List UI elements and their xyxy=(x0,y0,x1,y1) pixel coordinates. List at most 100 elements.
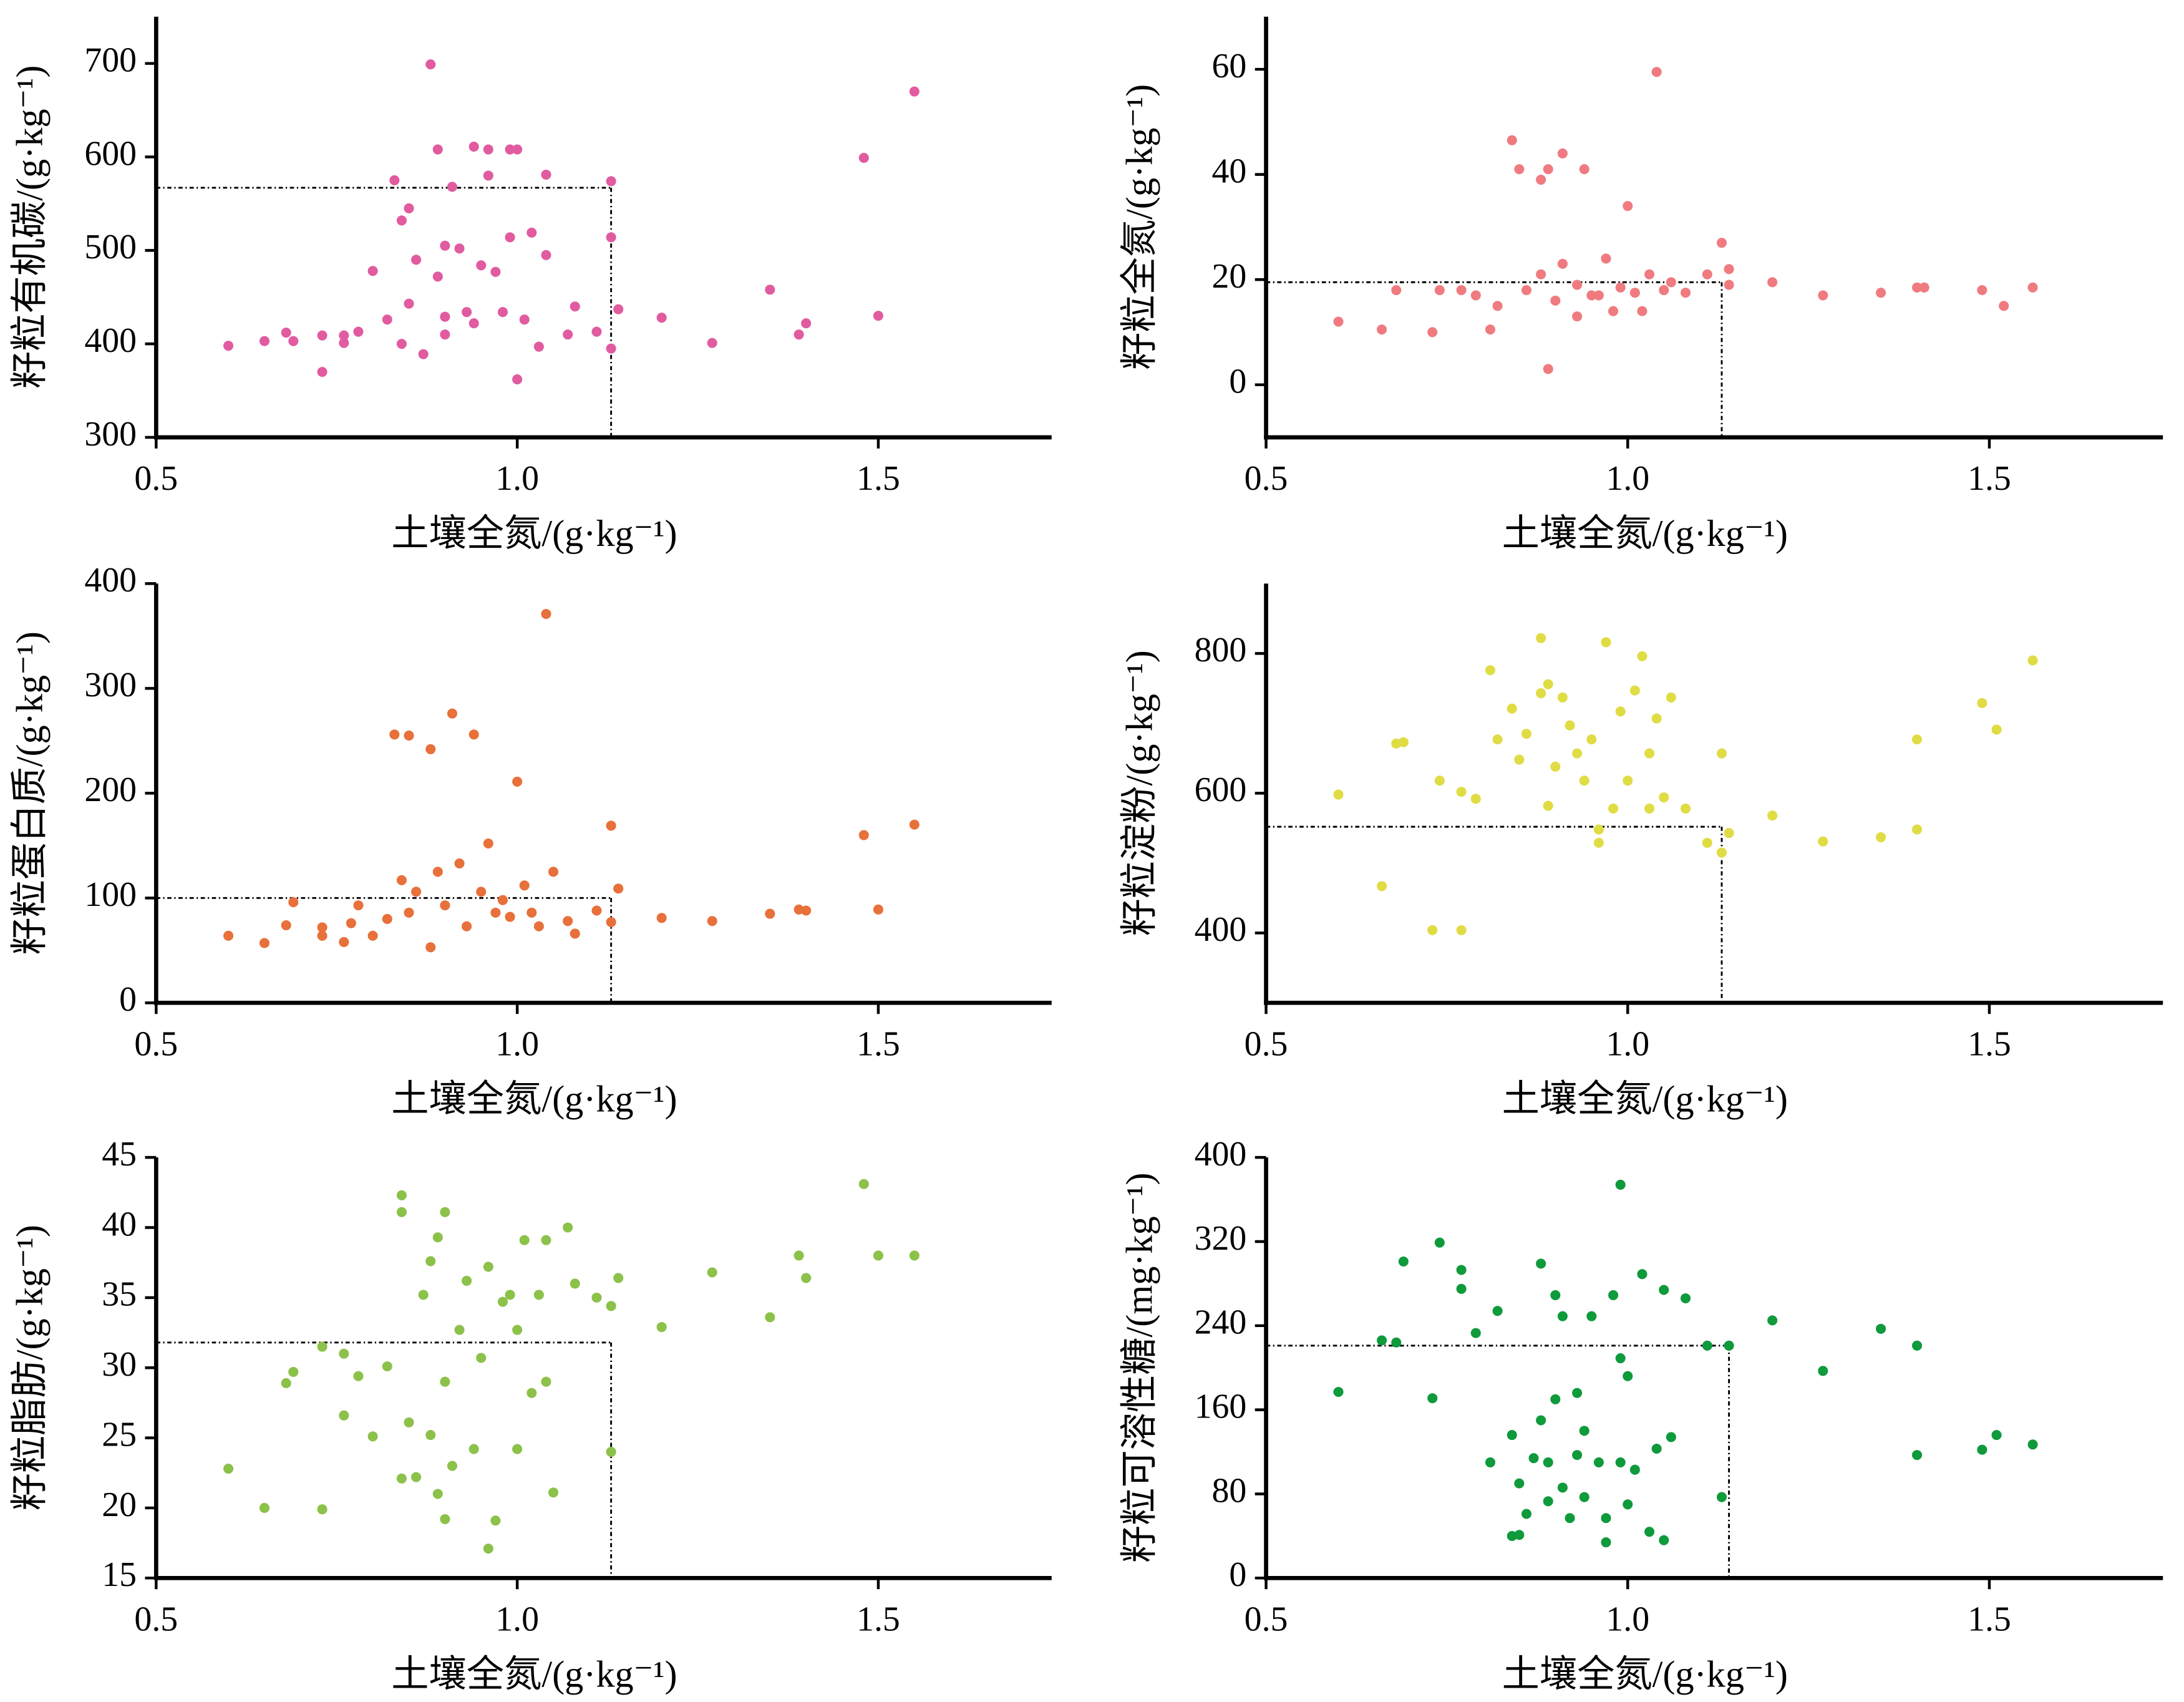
y-tick-label: 700 xyxy=(84,41,137,80)
point xyxy=(339,936,349,947)
point xyxy=(1543,1457,1553,1467)
point xyxy=(1543,364,1553,374)
point xyxy=(396,1207,407,1217)
point xyxy=(1507,1430,1517,1441)
point xyxy=(1623,201,1633,212)
point xyxy=(1767,810,1778,821)
point xyxy=(1593,290,1604,301)
point xyxy=(548,867,559,877)
point xyxy=(367,1431,378,1442)
point xyxy=(404,1417,414,1427)
point xyxy=(425,1430,436,1441)
point xyxy=(1565,1513,1575,1524)
point xyxy=(1572,748,1583,759)
point xyxy=(389,729,400,740)
point xyxy=(1629,685,1640,696)
point xyxy=(1716,1492,1727,1502)
y-tick-label: 0 xyxy=(1229,1555,1246,1594)
point xyxy=(432,144,443,155)
point xyxy=(1536,1258,1546,1269)
point xyxy=(483,1262,493,1272)
point xyxy=(1680,1293,1691,1304)
y-tick-label: 320 xyxy=(1195,1219,1247,1258)
point xyxy=(606,917,616,928)
y-tick-label: 400 xyxy=(84,561,137,600)
point xyxy=(1579,776,1589,786)
point xyxy=(570,301,580,312)
point xyxy=(1514,164,1525,175)
point xyxy=(527,907,537,918)
point xyxy=(1485,665,1496,676)
point xyxy=(1543,800,1553,811)
point xyxy=(281,328,291,338)
point xyxy=(1724,264,1734,275)
point xyxy=(1623,776,1633,786)
x-tick-label: 0.5 xyxy=(134,459,178,498)
y-tick-label: 800 xyxy=(1195,631,1247,669)
point xyxy=(1543,164,1553,175)
point xyxy=(404,203,414,213)
x-tick-label: 0.5 xyxy=(1245,1025,1288,1064)
point xyxy=(1550,295,1561,306)
y-tick-label: 30 xyxy=(102,1345,137,1384)
x-tick-label: 1.5 xyxy=(857,459,900,498)
y-tick-label: 40 xyxy=(1212,152,1247,190)
point xyxy=(613,304,624,314)
y-tick-label: 15 xyxy=(102,1555,137,1594)
point xyxy=(527,1388,537,1398)
point xyxy=(1572,1450,1583,1461)
point xyxy=(801,1273,812,1283)
y-tick-label: 160 xyxy=(1195,1387,1247,1426)
point xyxy=(656,1322,667,1333)
point xyxy=(346,918,356,928)
point xyxy=(440,311,450,322)
point xyxy=(1637,1269,1648,1280)
point xyxy=(468,142,479,152)
point xyxy=(1724,828,1734,839)
point xyxy=(396,875,407,885)
point xyxy=(396,339,407,349)
point xyxy=(1666,692,1676,703)
point xyxy=(339,330,349,341)
point xyxy=(519,314,530,325)
point xyxy=(873,904,883,915)
x-axis-label: 土壤全氮/(g·kg⁻¹) xyxy=(391,1653,677,1695)
point xyxy=(541,169,551,180)
point xyxy=(1398,737,1409,747)
point xyxy=(1644,748,1655,759)
point xyxy=(1456,787,1467,797)
point xyxy=(317,930,328,941)
point xyxy=(1651,713,1662,724)
point xyxy=(1557,692,1568,703)
point xyxy=(468,729,479,740)
point xyxy=(570,928,580,939)
point xyxy=(794,329,804,340)
point xyxy=(1615,282,1626,293)
point xyxy=(591,326,602,337)
point xyxy=(512,144,523,155)
y-tick-label: 35 xyxy=(102,1275,137,1314)
point xyxy=(1919,282,1929,293)
point xyxy=(1644,1527,1655,1537)
point xyxy=(317,922,328,933)
point xyxy=(1977,1444,1987,1455)
point xyxy=(1637,306,1648,316)
point xyxy=(1999,301,2009,311)
point xyxy=(411,255,422,265)
point xyxy=(1528,1453,1539,1464)
point xyxy=(1651,67,1662,77)
point xyxy=(497,895,508,905)
point xyxy=(1391,284,1402,296)
point xyxy=(570,1278,580,1289)
point xyxy=(1593,824,1604,835)
point xyxy=(1666,277,1676,288)
point xyxy=(1629,288,1640,298)
point xyxy=(1492,301,1503,311)
point xyxy=(707,916,717,926)
point xyxy=(1659,1535,1669,1545)
point xyxy=(1724,1340,1734,1351)
point xyxy=(1572,280,1583,290)
point xyxy=(425,942,436,953)
x-axis-label: 土壤全氮/(g·kg⁻¹) xyxy=(1502,1653,1788,1695)
